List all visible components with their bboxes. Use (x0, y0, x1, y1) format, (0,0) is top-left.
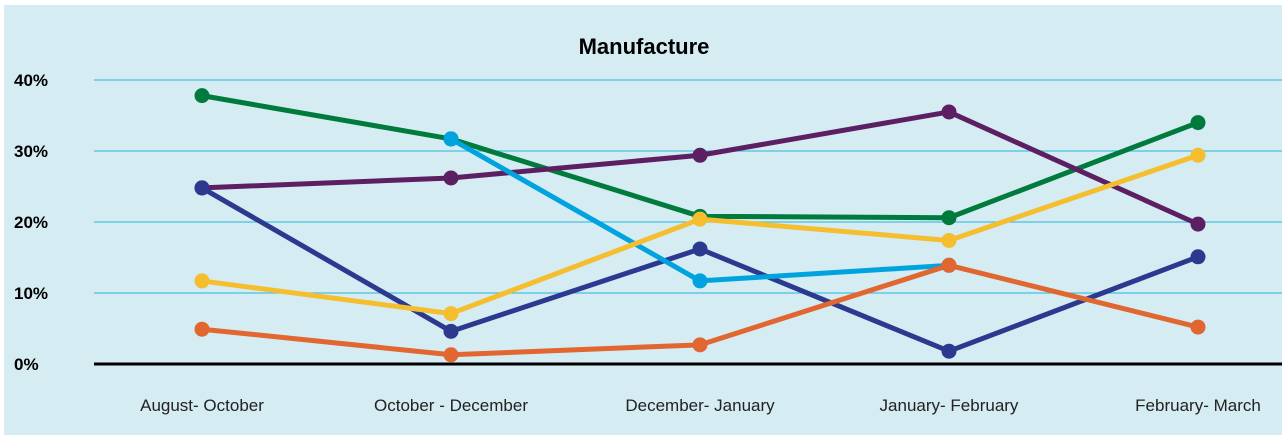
x-tick-label: August- October (140, 396, 264, 415)
data-point (1190, 319, 1206, 335)
chart-title: Manufacture (579, 34, 710, 59)
data-point (692, 211, 708, 227)
data-point (1190, 249, 1206, 265)
data-point (692, 147, 708, 163)
y-axis-ticks: 0% 10% 20% 30% 40% (14, 71, 48, 374)
data-point (1190, 147, 1206, 163)
data-point (443, 170, 459, 186)
gridlines (94, 79, 1282, 366)
data-point (194, 88, 210, 104)
data-point (941, 343, 957, 359)
data-point (692, 241, 708, 257)
chart-frame: Manufacture 0% 10% 20% 30% 40% August- Octob… (4, 5, 1282, 435)
x-tick-label: January- February (880, 396, 1019, 415)
data-point (194, 321, 210, 337)
y-tick-label: 10% (14, 284, 48, 303)
data-point (1190, 115, 1206, 131)
x-tick-label: October - December (374, 396, 528, 415)
y-tick-label: 30% (14, 142, 48, 161)
y-tick-label: 0% (14, 355, 39, 374)
data-point (194, 180, 210, 196)
data-point (941, 210, 957, 226)
data-point (1190, 216, 1206, 232)
line-chart: Manufacture 0% 10% 20% 30% 40% August- Octob… (14, 34, 1282, 415)
data-point (692, 273, 708, 289)
data-point (941, 232, 957, 248)
data-point (443, 347, 459, 363)
y-tick-label: 20% (14, 213, 48, 232)
data-point (941, 104, 957, 120)
series-points (194, 88, 1206, 363)
data-point (692, 337, 708, 353)
x-tick-label: February- March (1135, 396, 1261, 415)
data-point (194, 273, 210, 289)
y-tick-label: 40% (14, 71, 48, 90)
data-point (443, 306, 459, 322)
data-point (443, 323, 459, 339)
data-point (941, 257, 957, 273)
data-point (443, 131, 459, 147)
x-axis-ticks: August- October October - December Decembe… (140, 396, 1261, 415)
x-tick-label: December- January (625, 396, 775, 415)
